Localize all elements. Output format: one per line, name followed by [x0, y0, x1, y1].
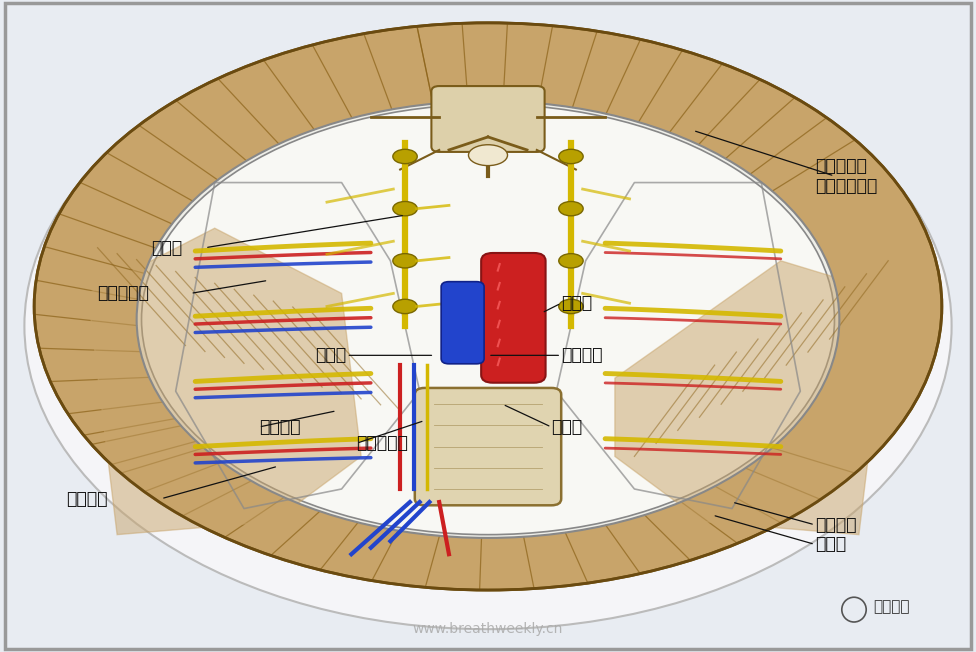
Ellipse shape [34, 23, 942, 590]
Text: 交通支: 交通支 [151, 239, 183, 257]
Text: 胸神经前支
（肋间神经）: 胸神经前支 （肋间神经） [815, 156, 877, 196]
Text: 肋间内肌: 肋间内肌 [815, 516, 857, 534]
Ellipse shape [392, 299, 418, 314]
Ellipse shape [24, 23, 952, 629]
FancyBboxPatch shape [481, 253, 546, 383]
Polygon shape [615, 261, 888, 535]
Ellipse shape [392, 254, 418, 268]
Ellipse shape [142, 104, 834, 535]
Text: www.breathweekly.cn: www.breathweekly.cn [413, 622, 563, 636]
Ellipse shape [558, 201, 584, 216]
Ellipse shape [137, 101, 839, 538]
Text: 胸骨体: 胸骨体 [551, 418, 583, 436]
Text: 肋间外肌: 肋间外肌 [66, 490, 108, 508]
Ellipse shape [558, 254, 584, 268]
FancyBboxPatch shape [431, 86, 545, 152]
Text: 每周呼吸: 每周呼吸 [874, 599, 910, 614]
Text: 肋间后动脉: 肋间后动脉 [98, 284, 149, 303]
FancyBboxPatch shape [441, 282, 484, 364]
Ellipse shape [558, 299, 584, 314]
Text: 前皮支: 前皮支 [815, 535, 846, 554]
Ellipse shape [468, 145, 508, 166]
Text: 交感干: 交感干 [561, 294, 592, 312]
Text: 肋间前支: 肋间前支 [259, 418, 301, 436]
Ellipse shape [392, 149, 418, 164]
Ellipse shape [392, 201, 418, 216]
Text: 胸廓内动脉: 胸廓内动脉 [356, 434, 408, 452]
Text: 胸主动脉: 胸主动脉 [561, 346, 603, 364]
Text: 奇静脉: 奇静脉 [315, 346, 346, 364]
Polygon shape [88, 228, 361, 535]
Ellipse shape [558, 149, 584, 164]
FancyBboxPatch shape [415, 388, 561, 505]
